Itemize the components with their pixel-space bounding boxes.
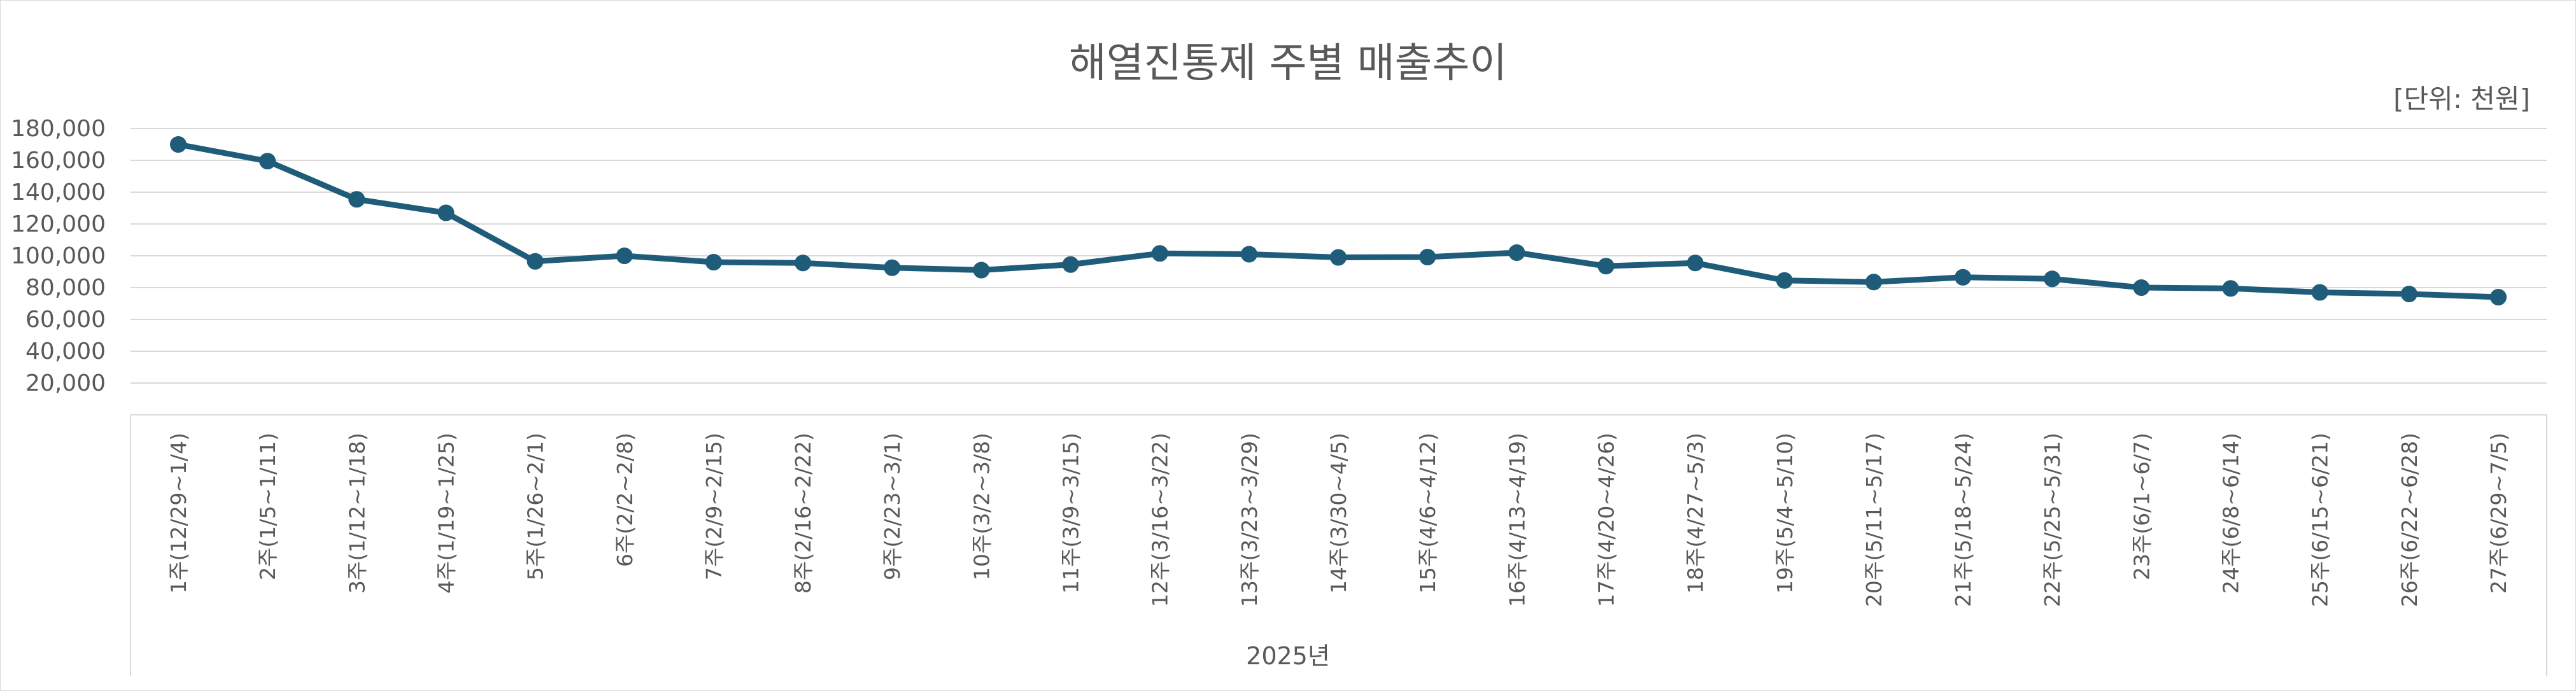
unit-label: [단위: 천원] — [2393, 83, 2530, 115]
data-point — [1419, 249, 1436, 265]
x-tick-label: 18주(4/27~5/3) — [1683, 433, 1708, 594]
x-tick-label: 4주(1/19~1/25) — [434, 433, 458, 594]
data-point — [1597, 258, 1615, 275]
gridlines — [131, 128, 2547, 384]
x-axis — [130, 414, 2547, 676]
data-point — [2490, 289, 2507, 305]
data-point — [259, 153, 276, 170]
x-axis-title: 2025년 — [1246, 642, 1330, 670]
x-tick-label: 2주(1/5~1/11) — [255, 433, 280, 580]
series — [170, 136, 2507, 305]
data-point — [1330, 249, 1347, 266]
x-tick-label: 16주(4/13~4/19) — [1504, 433, 1529, 607]
x-tick-label: 9주(2/23~3/1) — [880, 433, 905, 580]
y-tick-label: 120,000 — [11, 211, 106, 237]
data-point — [1062, 256, 1079, 273]
x-tick-label: 26주(6/22~6/28) — [2397, 433, 2422, 607]
x-axis-ticks: 1주(12/29~1/4) 2주(1/5~1/11) 3주(1/12~1/18) 4주… — [166, 433, 2511, 607]
x-tick-label: 25주(6/15~6/21) — [2308, 433, 2333, 607]
x-tick-label: 22주(5/25~5/31) — [2040, 433, 2065, 607]
x-tick-label: 13주(3/23~3/29) — [1237, 433, 1262, 607]
y-tick-label: 40,000 — [25, 339, 106, 365]
x-tick-label: 21주(5/18~5/24) — [1951, 433, 1976, 607]
chart-title: 해열진통제 주별 매출추이 — [1068, 40, 1508, 87]
x-tick-label: 14주(3/30~4/5) — [1326, 433, 1351, 594]
y-tick-label: 80,000 — [25, 275, 106, 301]
data-point — [1240, 246, 1257, 263]
data-point — [1955, 269, 1972, 286]
x-tick-label: 23주(6/1~6/7) — [2129, 433, 2154, 580]
y-tick-label: 160,000 — [11, 148, 106, 174]
series-line — [175, 141, 2502, 300]
x-tick-label: 20주(5/11~5/17) — [1862, 433, 1886, 607]
data-point — [1508, 244, 1525, 261]
x-tick-label: 24주(6/8~6/14) — [2219, 433, 2244, 594]
y-tick-label: 100,000 — [11, 243, 106, 269]
x-tick-label: 7주(2/9~2/15) — [702, 433, 726, 580]
data-point — [705, 254, 722, 270]
data-point — [973, 262, 990, 279]
x-tick-label: 27주(6/29~7/5) — [2486, 433, 2511, 594]
data-point — [1687, 255, 1704, 272]
data-point — [884, 259, 901, 276]
data-point — [1865, 274, 1882, 291]
x-tick-label: 3주(1/12~1/18) — [344, 433, 369, 594]
y-axis-ticks: 20,000 40,000 60,000 80,000 100,000 120,000 14… — [11, 116, 106, 396]
data-point — [1151, 245, 1168, 262]
y-tick-label: 180,000 — [11, 116, 106, 142]
x-tick-label: 10주(3/2~3/8) — [969, 433, 994, 580]
data-point — [2133, 279, 2150, 296]
data-point — [527, 253, 544, 270]
data-point — [437, 204, 455, 221]
x-tick-label: 6주(2/2~2/8) — [612, 433, 637, 567]
x-tick-label: 8주(2/16~2/22) — [791, 433, 816, 594]
data-point — [170, 136, 187, 153]
data-point — [1776, 272, 1793, 289]
data-point — [795, 255, 812, 272]
x-tick-label: 12주(3/16~3/22) — [1148, 433, 1173, 607]
x-tick-label: 11주(3/9~3/15) — [1059, 433, 1084, 594]
x-tick-label: 5주(1/26~2/1) — [523, 433, 548, 580]
data-point — [2311, 284, 2328, 301]
y-tick-label: 60,000 — [25, 307, 106, 333]
data-point — [2222, 280, 2239, 297]
x-tick-label: 1주(12/29~1/4) — [166, 433, 191, 594]
x-tick-label: 17주(4/20~4/26) — [1594, 433, 1618, 607]
x-tick-label: 15주(4/6~4/12) — [1415, 433, 1440, 594]
y-tick-label: 140,000 — [11, 179, 106, 206]
data-point — [348, 191, 365, 208]
data-point — [616, 248, 633, 264]
x-tick-label: 19주(5/4~5/10) — [1773, 433, 1797, 594]
data-point — [2400, 286, 2417, 302]
y-tick-label: 20,000 — [25, 370, 106, 396]
data-point — [2044, 270, 2061, 288]
